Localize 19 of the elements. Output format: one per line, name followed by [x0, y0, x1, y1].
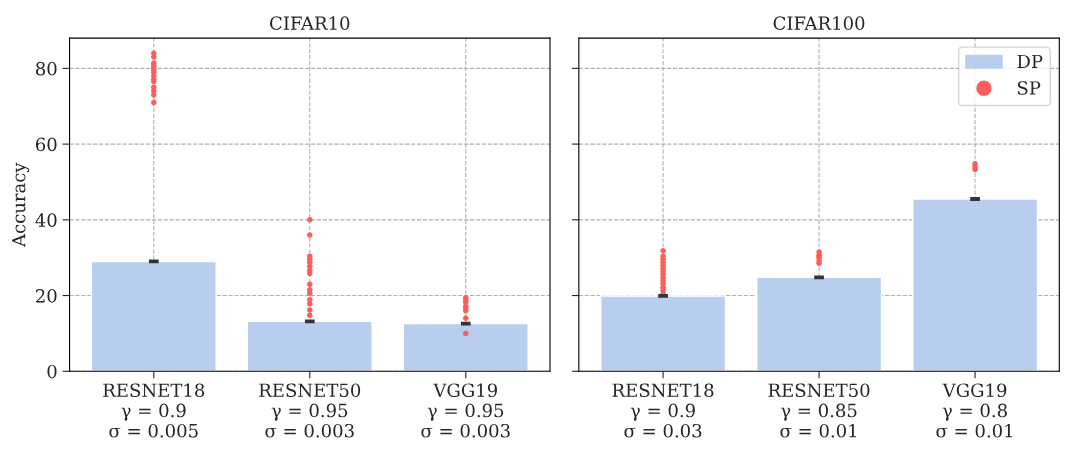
y-axis-title: Accuracy — [12, 162, 30, 248]
y-tick-label: 0 — [47, 364, 57, 379]
x-tick-label: RESNET18 γ = 0.9 σ = 0.005 — [103, 383, 205, 438]
y-tick-label: 20 — [35, 289, 57, 303]
bar — [246, 320, 373, 372]
legend-label: DP — [1017, 54, 1043, 69]
x-tick-label: RESNET18 γ = 0.9 σ = 0.03 — [612, 383, 714, 438]
bar — [402, 322, 529, 372]
legend-label: SP — [1017, 81, 1041, 95]
chart-title: CIFAR100 — [773, 16, 865, 30]
chart-title: CIFAR10 — [270, 16, 350, 30]
x-tick-label: RESNET50 γ = 0.95 σ = 0.003 — [259, 383, 361, 438]
x-tick-label: VGG19 γ = 0.8 σ = 0.01 — [936, 383, 1013, 438]
x-tick-label: RESNET50 γ = 0.85 σ = 0.01 — [768, 383, 870, 438]
y-tick-label: 80 — [35, 61, 57, 76]
y-tick-label: 40 — [35, 213, 57, 227]
y-tick-label: 60 — [35, 137, 57, 152]
x-tick-label: VGG19 γ = 0.95 σ = 0.003 — [421, 383, 510, 438]
bar — [90, 260, 217, 372]
